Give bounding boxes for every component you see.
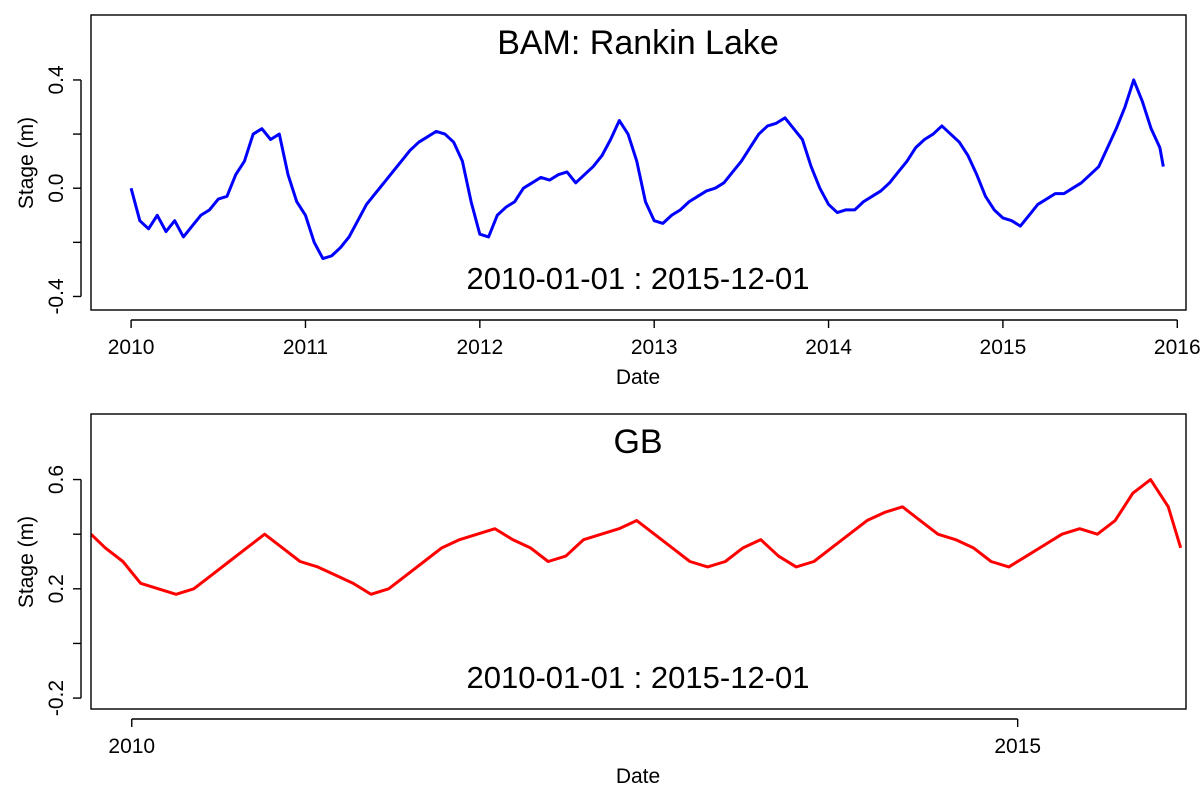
x-tick-label: 2015 — [980, 336, 1027, 359]
series-layer — [129, 78, 1165, 261]
date-range-annotation: 2010-01-01 : 2015-12-01 — [467, 660, 810, 695]
y-axis: -0.2 0.2 0.6 — [45, 465, 82, 716]
y-tick-label: -0.4 — [45, 278, 68, 315]
chart-title: GB — [613, 423, 662, 461]
x-axis: 2010 2011 2012 2013 2014 2015 2016 — [108, 319, 1200, 359]
y-axis-label: Stage (m) — [15, 516, 38, 608]
plot-frame — [90, 413, 1187, 710]
series-layer — [91, 478, 1183, 596]
y-axis: -0.4 0.0 0.4 — [45, 65, 82, 315]
x-axis-label: Date — [616, 765, 660, 788]
series-line-0 — [91, 478, 1183, 596]
y-tick-label: 0.6 — [45, 465, 68, 494]
x-tick-label: 2014 — [805, 336, 852, 359]
chart-panel-rankin-lake: 2010 2011 2012 2013 2014 2015 2016 -0.40.00.4 … — [15, 14, 1200, 389]
chart-panel-gb: 2010 2015 -0.2 0.2 0.6 GB 2010-01-01 : 2015… — [15, 413, 1187, 788]
x-tick-label: 2010 — [108, 735, 155, 758]
x-axis: 2010 2015 — [108, 718, 1041, 758]
x-tick-label: 2013 — [631, 336, 678, 359]
series-line-0 — [129, 78, 1165, 261]
x-tick-label: 2016 — [1154, 336, 1200, 359]
x-tick-label: 2012 — [456, 336, 503, 359]
y-axis-label: Stage (m) — [15, 117, 38, 209]
y-tick-label: -0.2 — [45, 680, 68, 716]
y-tick-label: 0.0 — [45, 174, 68, 203]
plot-frame — [90, 14, 1187, 311]
x-tick-label: 2011 — [283, 336, 328, 359]
y-tick-label: 0.2 — [45, 574, 68, 603]
x-tick-label: 2010 — [108, 336, 155, 359]
chart-title: BAM: Rankin Lake — [497, 24, 779, 62]
x-tick-label: 2015 — [994, 735, 1041, 758]
x-axis-label: Date — [616, 366, 660, 389]
date-range-annotation: 2010-01-01 : 2015-12-01 — [467, 261, 810, 296]
y-tick-label: 0.4 — [45, 65, 68, 95]
